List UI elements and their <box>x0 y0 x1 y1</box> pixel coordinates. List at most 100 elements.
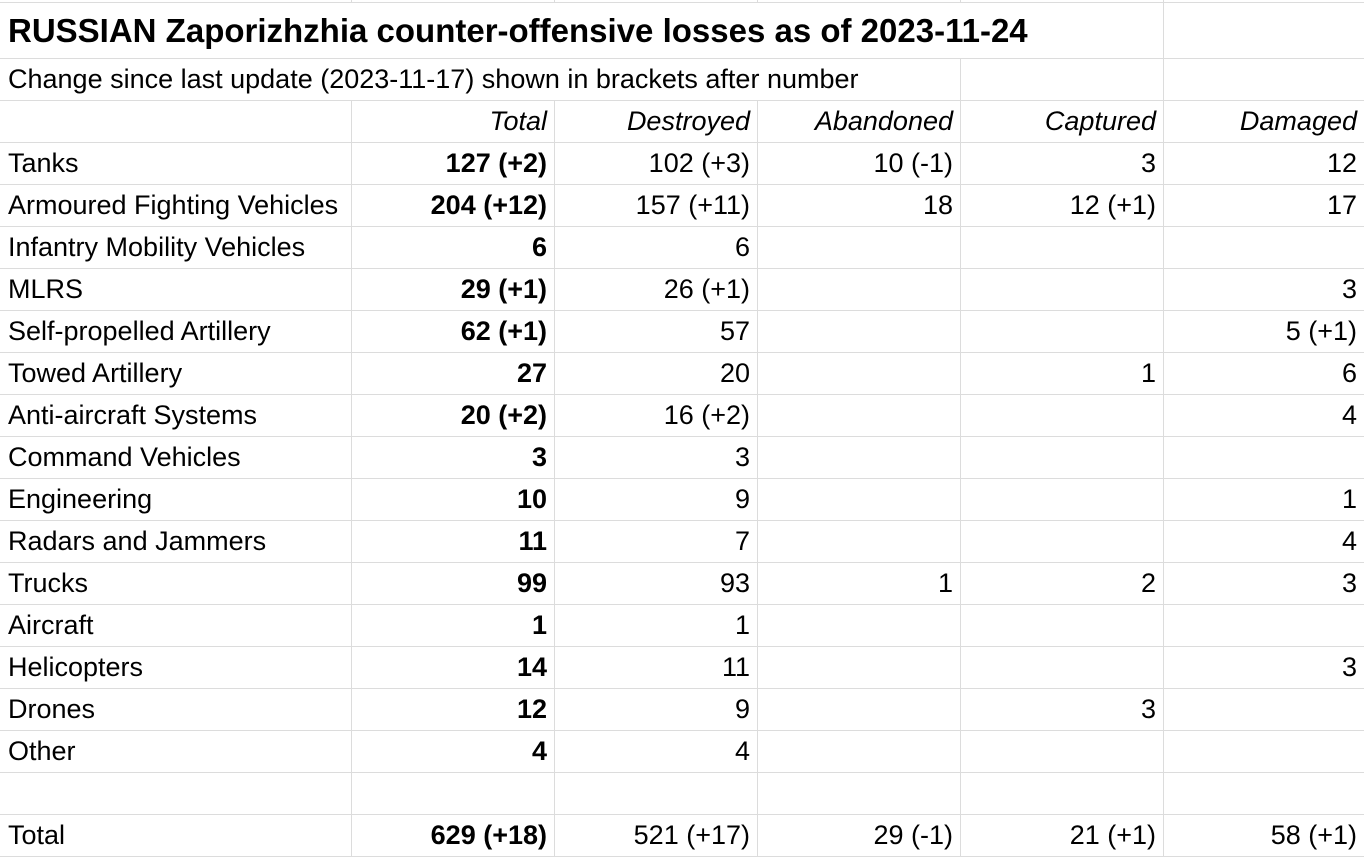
cell-total[interactable]: 20 (+2) <box>352 395 555 437</box>
empty-cell[interactable] <box>1164 773 1364 815</box>
cell-captured[interactable] <box>961 227 1164 269</box>
header-total[interactable]: Total <box>352 101 555 143</box>
cell-abandoned[interactable] <box>758 437 961 479</box>
cell-label[interactable]: Towed Artillery <box>0 353 352 395</box>
cell-abandoned[interactable] <box>758 521 961 563</box>
cell-total[interactable]: 1 <box>352 605 555 647</box>
cell-damaged[interactable]: 3 <box>1164 269 1364 311</box>
empty-cell[interactable] <box>0 773 352 815</box>
cell-captured[interactable] <box>961 605 1164 647</box>
cell-label[interactable]: Armoured Fighting Vehicles <box>0 185 352 227</box>
sheet-subtitle-cell[interactable]: Change since last update (2023-11-17) sh… <box>0 59 961 101</box>
cell-damaged[interactable]: 17 <box>1164 185 1364 227</box>
cell-destroyed[interactable]: 20 <box>555 353 758 395</box>
cell-total[interactable]: 62 (+1) <box>352 311 555 353</box>
cell-destroyed[interactable]: 157 (+11) <box>555 185 758 227</box>
cell-abandoned[interactable] <box>758 647 961 689</box>
cell-total[interactable]: 27 <box>352 353 555 395</box>
cell-damaged[interactable]: 6 <box>1164 353 1364 395</box>
cell-total[interactable]: 127 (+2) <box>352 143 555 185</box>
cell-abandoned[interactable] <box>758 353 961 395</box>
cell-total[interactable]: 6 <box>352 227 555 269</box>
cell-abandoned[interactable] <box>758 269 961 311</box>
cell-total[interactable]: 12 <box>352 689 555 731</box>
cell-captured[interactable]: 1 <box>961 353 1164 395</box>
cell-captured[interactable] <box>961 437 1164 479</box>
cell-damaged[interactable] <box>1164 689 1364 731</box>
cell-total[interactable]: 629 (+18) <box>352 815 555 857</box>
cell-label[interactable]: Engineering <box>0 479 352 521</box>
sheet-title-cell[interactable]: RUSSIAN Zaporizhzhia counter-offensive l… <box>0 3 1164 59</box>
cell-destroyed[interactable]: 6 <box>555 227 758 269</box>
cell-damaged[interactable]: 3 <box>1164 647 1364 689</box>
cell-damaged[interactable]: 5 (+1) <box>1164 311 1364 353</box>
cell-total[interactable]: 204 (+12) <box>352 185 555 227</box>
cell-damaged[interactable]: 1 <box>1164 479 1364 521</box>
cell-damaged[interactable]: 12 <box>1164 143 1364 185</box>
empty-cell[interactable] <box>758 773 961 815</box>
cell-destroyed[interactable]: 102 (+3) <box>555 143 758 185</box>
cell-damaged[interactable]: 58 (+1) <box>1164 815 1364 857</box>
cell-destroyed[interactable]: 9 <box>555 689 758 731</box>
cell-destroyed[interactable]: 11 <box>555 647 758 689</box>
cell-destroyed[interactable]: 16 (+2) <box>555 395 758 437</box>
cell-label[interactable]: Self-propelled Artillery <box>0 311 352 353</box>
cell-damaged[interactable] <box>1164 731 1364 773</box>
cell-captured[interactable]: 21 (+1) <box>961 815 1164 857</box>
cell-label[interactable]: Drones <box>0 689 352 731</box>
cell-label[interactable]: Anti-aircraft Systems <box>0 395 352 437</box>
cell-abandoned[interactable] <box>758 689 961 731</box>
header-damaged[interactable]: Damaged <box>1164 101 1364 143</box>
cell-captured[interactable]: 3 <box>961 689 1164 731</box>
cell-destroyed[interactable]: 3 <box>555 437 758 479</box>
cell-abandoned[interactable]: 18 <box>758 185 961 227</box>
cell-destroyed[interactable]: 9 <box>555 479 758 521</box>
cell-abandoned[interactable]: 29 (-1) <box>758 815 961 857</box>
cell-destroyed[interactable]: 93 <box>555 563 758 605</box>
cell-abandoned[interactable]: 1 <box>758 563 961 605</box>
cell-label[interactable]: MLRS <box>0 269 352 311</box>
cell-destroyed[interactable]: 26 (+1) <box>555 269 758 311</box>
empty-cell[interactable] <box>1164 3 1364 59</box>
cell-abandoned[interactable] <box>758 311 961 353</box>
cell-destroyed[interactable]: 1 <box>555 605 758 647</box>
cell-label[interactable]: Aircraft <box>0 605 352 647</box>
cell-captured[interactable] <box>961 521 1164 563</box>
empty-cell[interactable] <box>961 773 1164 815</box>
cell-destroyed[interactable]: 57 <box>555 311 758 353</box>
cell-abandoned[interactable] <box>758 395 961 437</box>
cell-abandoned[interactable] <box>758 605 961 647</box>
cell-damaged[interactable]: 3 <box>1164 563 1364 605</box>
cell-label[interactable]: Command Vehicles <box>0 437 352 479</box>
cell-abandoned[interactable]: 10 (-1) <box>758 143 961 185</box>
empty-cell[interactable] <box>961 59 1164 101</box>
cell-damaged[interactable] <box>1164 227 1364 269</box>
cell-destroyed[interactable]: 7 <box>555 521 758 563</box>
cell-label[interactable]: Tanks <box>0 143 352 185</box>
cell-label[interactable]: Other <box>0 731 352 773</box>
header-destroyed[interactable]: Destroyed <box>555 101 758 143</box>
cell-captured[interactable] <box>961 731 1164 773</box>
cell-captured[interactable] <box>961 269 1164 311</box>
cell-label[interactable]: Infantry Mobility Vehicles <box>0 227 352 269</box>
cell-damaged[interactable]: 4 <box>1164 521 1364 563</box>
empty-cell[interactable] <box>555 773 758 815</box>
header-abandoned[interactable]: Abandoned <box>758 101 961 143</box>
cell-total[interactable]: 11 <box>352 521 555 563</box>
cell-captured[interactable]: 12 (+1) <box>961 185 1164 227</box>
cell-abandoned[interactable] <box>758 731 961 773</box>
cell-captured[interactable] <box>961 311 1164 353</box>
cell-destroyed[interactable]: 521 (+17) <box>555 815 758 857</box>
cell-label[interactable]: Total <box>0 815 352 857</box>
header-empty-cell[interactable] <box>0 101 352 143</box>
cell-abandoned[interactable] <box>758 227 961 269</box>
cell-captured[interactable]: 2 <box>961 563 1164 605</box>
cell-captured[interactable] <box>961 395 1164 437</box>
cell-damaged[interactable] <box>1164 437 1364 479</box>
cell-label[interactable]: Helicopters <box>0 647 352 689</box>
cell-total[interactable]: 99 <box>352 563 555 605</box>
cell-total[interactable]: 3 <box>352 437 555 479</box>
cell-damaged[interactable]: 4 <box>1164 395 1364 437</box>
cell-label[interactable]: Trucks <box>0 563 352 605</box>
cell-total[interactable]: 4 <box>352 731 555 773</box>
